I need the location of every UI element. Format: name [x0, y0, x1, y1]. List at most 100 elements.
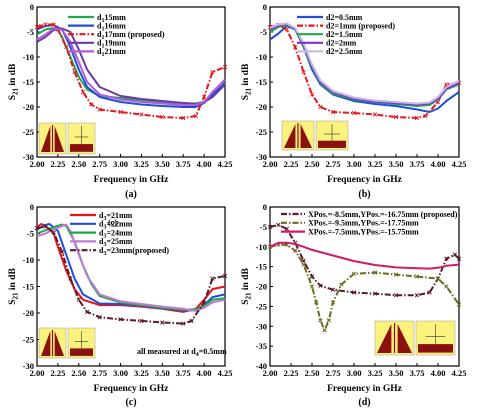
series-marker [97, 107, 102, 112]
series-marker [267, 224, 273, 230]
x-tick-label: 3.75 [176, 368, 191, 378]
series-marker [76, 297, 81, 302]
x-tick-label: 3.75 [176, 159, 191, 169]
series-marker [89, 102, 94, 107]
x-tick-label: 4.00 [431, 159, 446, 169]
legend-label: d3=25mm [99, 237, 133, 248]
x-tick-label: 3.25 [134, 159, 149, 169]
series-marker [210, 69, 215, 75]
x-tick-label: 3.00 [113, 368, 128, 378]
series-marker [160, 320, 165, 325]
y-tick-label: -30 [256, 321, 267, 331]
inset-copper-right [300, 124, 312, 148]
y-tick-label: -25 [23, 127, 34, 137]
x-tick-label: 2.00 [263, 368, 278, 378]
x-tick-label: 2.75 [326, 159, 341, 169]
series-marker [318, 318, 323, 323]
legend-label: d117mm (proposed) [97, 30, 165, 41]
x-axis-label: Frequency in GHz [327, 384, 403, 394]
series-marker [351, 290, 357, 295]
series-marker [293, 44, 298, 50]
series-marker [276, 222, 281, 228]
y-tick-label: -20 [256, 102, 267, 112]
legend-label: d2=1.5mm [326, 30, 363, 39]
series-marker [293, 248, 298, 253]
x-tick-label: 3.50 [389, 159, 404, 169]
y-tick-label: -20 [23, 308, 34, 318]
series-marker [339, 282, 344, 287]
series-marker [34, 226, 40, 231]
y-tick-label: -10 [23, 255, 34, 265]
series-marker [84, 309, 90, 315]
y-tick-label: -10 [256, 242, 267, 252]
series-marker [80, 89, 86, 95]
y-tick-label: -20 [256, 282, 267, 292]
x-tick-label: 3.50 [155, 159, 170, 169]
antenna-inset [38, 327, 96, 359]
series-marker [301, 69, 306, 75]
series-marker [59, 249, 65, 255]
series-marker [330, 109, 336, 115]
series-marker [330, 300, 336, 305]
series-marker [39, 23, 44, 29]
series-marker [372, 291, 378, 296]
series-marker [309, 92, 315, 97]
series-marker [201, 300, 207, 305]
x-tick-label: 2.75 [92, 159, 107, 169]
series-marker [414, 274, 420, 279]
y-tick-label: -25 [256, 127, 267, 137]
panel-label: (a) [125, 189, 137, 200]
series-marker [318, 104, 323, 110]
y-tick-label: -15 [23, 282, 34, 292]
legend-label: d2=2mm [326, 39, 357, 48]
series-marker [193, 113, 198, 119]
y-tick-label: -15 [256, 77, 267, 87]
inset-ground-plane [418, 344, 453, 353]
x-tick-label: 2.50 [71, 368, 86, 378]
antenna-inset [374, 320, 456, 356]
x-axis-label: Frequency in GHz [94, 175, 170, 185]
y-tick-label: -15 [23, 77, 34, 87]
panel-label: (c) [125, 397, 136, 408]
y-tick-label: -5 [27, 229, 34, 239]
y-tick-label: -5 [27, 27, 34, 37]
series-marker [393, 293, 399, 298]
antenna-inset [38, 122, 96, 155]
series-marker [222, 64, 228, 70]
legend-label: d2=0.5mm [326, 13, 363, 22]
y-tick-label: -40 [256, 361, 267, 371]
x-tick-label: 3.50 [389, 368, 404, 378]
panel-d: 2.00 2.25 2.50 2.75 3.00 3.25 3.50 3.75 4.00 4.25… [241, 202, 466, 408]
x-tick-label: 3.75 [410, 368, 425, 378]
legend-label: d119mm [97, 39, 126, 50]
x-axis-label: Frequency in GHz [94, 384, 170, 394]
y-tick-label: -10 [256, 52, 267, 62]
panel-a: 2.00 2.25 2.50 2.75 3.00 3.25 3.50 3.75 4.00 4.25… [8, 2, 232, 200]
x-tick-label: 3.75 [410, 159, 425, 169]
x-tick-label: 2.00 [30, 159, 45, 169]
series-marker [351, 271, 357, 276]
x-tick-label: 2.50 [305, 159, 320, 169]
series-marker [314, 300, 319, 305]
x-tick-label: 2.25 [50, 368, 65, 378]
series-marker [393, 272, 399, 277]
x-tick-label: 2.75 [92, 368, 107, 378]
y-tick-label: 0 [263, 202, 267, 212]
series-marker [318, 283, 323, 288]
series-marker [322, 328, 327, 333]
x-tick-label: 2.00 [263, 159, 278, 169]
inset-copper-right [54, 331, 64, 356]
series-marker [97, 315, 102, 320]
x-tick-label: 2.00 [30, 368, 45, 378]
x-tick-label: 3.25 [134, 368, 149, 378]
series-marker [43, 22, 48, 27]
series-marker [181, 321, 186, 326]
series-marker [326, 318, 331, 323]
x-tick-label: 3.00 [347, 159, 362, 169]
series-marker [414, 115, 420, 121]
inset-copper-left [377, 324, 392, 353]
series-marker [51, 22, 56, 27]
panel-label: (b) [358, 189, 370, 200]
x-tick-label: 4.25 [218, 368, 233, 378]
